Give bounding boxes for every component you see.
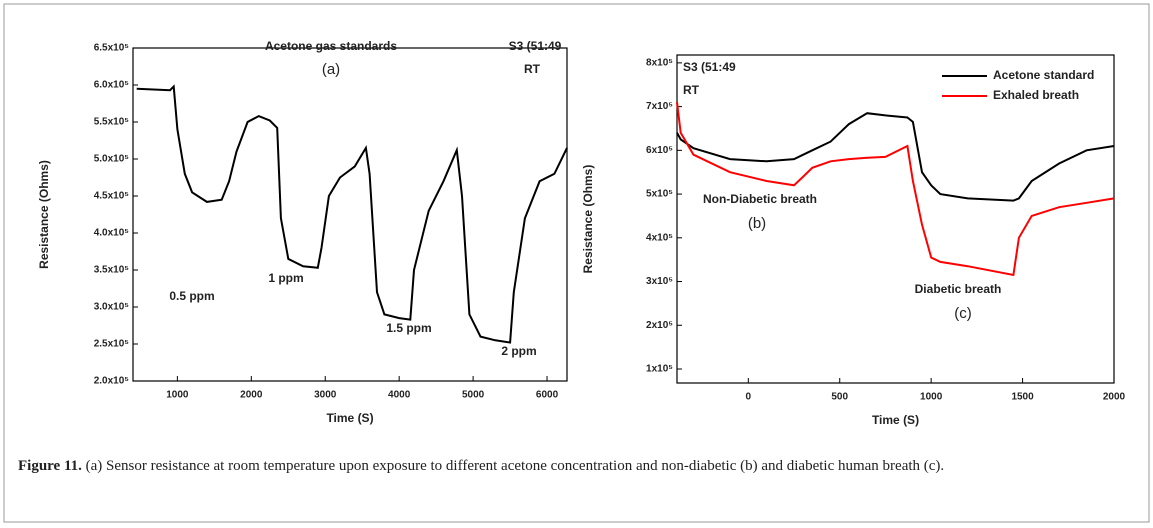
annotation: (a) [322, 61, 340, 78]
y-tick-label: 2x10⁵ [646, 320, 673, 331]
y-tick-label: 8x10⁵ [646, 58, 673, 69]
y-tick-label: 6.5x10⁵ [94, 43, 130, 54]
x-tick-label: 2000 [1103, 392, 1126, 403]
data-line [676, 102, 1115, 277]
y-tick-label: 5.5x10⁵ [94, 117, 130, 128]
y-tick-label: 2.5x10⁵ [94, 339, 130, 350]
annotation: S3 (51:49 [509, 39, 562, 53]
y-tick-label: 3.5x10⁵ [94, 265, 130, 276]
annotation: RT [683, 83, 700, 97]
y-tick-label: 5x10⁵ [646, 189, 673, 200]
legend-label: Exhaled breath [993, 88, 1079, 102]
x-tick-label: 2000 [240, 390, 263, 401]
legend-label: Acetone standard [993, 68, 1094, 82]
annotation: Non-Diabetic breath [703, 192, 817, 206]
x-tick-label: 5000 [462, 390, 485, 401]
plot-area [132, 47, 568, 382]
y-tick-label: 1x10⁵ [646, 364, 673, 375]
annotation: Acetone gas standards [265, 39, 397, 53]
x-tick-label: 0 [746, 392, 752, 403]
y-tick-label: 4.5x10⁵ [94, 191, 130, 202]
annotation: 1.5 ppm [386, 321, 431, 335]
annotation: RT [524, 62, 541, 76]
x-axis-title: Time (S) [326, 411, 373, 425]
annotation: (b) [748, 215, 766, 232]
x-tick-label: 6000 [536, 390, 559, 401]
y-tick-label: 2.0x10⁵ [94, 376, 130, 387]
x-tick-label: 1000 [920, 392, 943, 403]
annotation: (c) [954, 305, 972, 322]
data-line [676, 112, 1115, 202]
y-tick-label: 5.0x10⁵ [94, 154, 130, 165]
annotation: 0.5 ppm [169, 289, 214, 303]
annotation: S3 (51:49 [683, 60, 736, 74]
y-tick-label: 3x10⁵ [646, 276, 673, 287]
annotation: Diabetic breath [915, 282, 1002, 296]
y-axis-title: Resistance (Ohms) [37, 160, 51, 269]
caption-text: (a) Sensor resistance at room temperatur… [81, 458, 945, 474]
x-tick-label: 3000 [314, 390, 337, 401]
y-tick-label: 3.0x10⁵ [94, 302, 130, 313]
y-tick-label: 4.0x10⁵ [94, 228, 130, 239]
x-tick-label: 1000 [166, 390, 189, 401]
y-axis-title: Resistance (Ohms) [581, 165, 595, 274]
y-tick-label: 4x10⁵ [646, 232, 673, 243]
x-axis-title: Time (S) [872, 413, 919, 427]
annotation: 2 ppm [501, 344, 536, 358]
annotation: 1 ppm [268, 271, 303, 285]
frame [3, 3, 1150, 523]
plot-area [676, 54, 1115, 384]
data-line [136, 84, 568, 344]
caption: Figure 11. (a) Sensor resistance at room… [18, 454, 1128, 478]
y-tick-label: 6.0x10⁵ [94, 80, 130, 91]
y-tick-label: 7x10⁵ [646, 101, 673, 112]
caption-label: Figure 11. [18, 458, 82, 474]
x-tick-label: 4000 [388, 390, 411, 401]
x-tick-label: 500 [831, 392, 848, 403]
x-tick-label: 1500 [1011, 392, 1034, 403]
y-tick-label: 6x10⁵ [646, 145, 673, 156]
